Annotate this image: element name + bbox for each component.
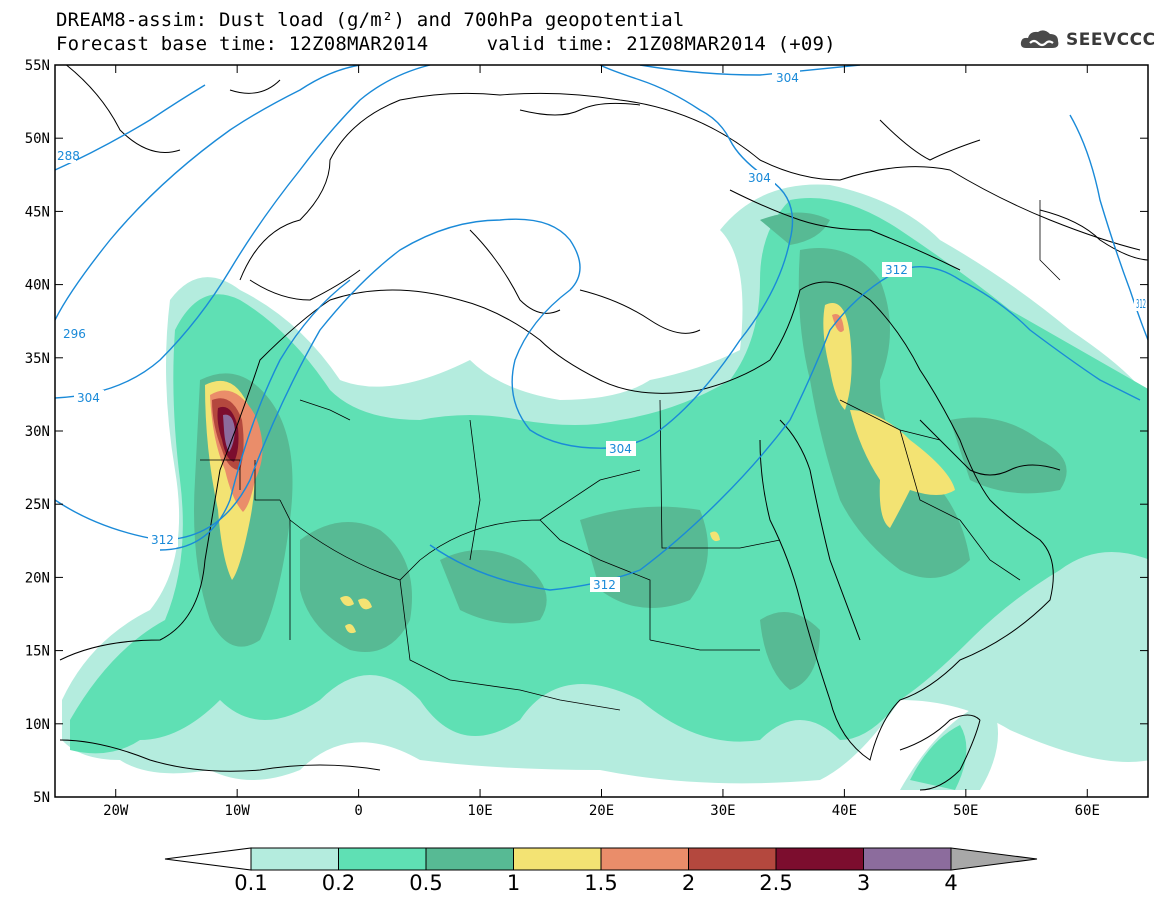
lat-tick-label: 30N — [25, 424, 50, 440]
lon-tick-label: 10E — [467, 803, 492, 819]
colorbar-box — [863, 847, 952, 871]
lon-tick-label: 50E — [953, 803, 978, 819]
contour-label: 304 — [74, 390, 104, 405]
logo-text: SEEVCCC — [1066, 30, 1156, 50]
contour-label: 312 — [590, 577, 620, 592]
longitude-axis: 20W 10W 0 10E 20E 30E 40E 50E 60E — [103, 65, 1100, 819]
lat-tick-label: 45N — [25, 204, 50, 220]
colorbar-label: 4 — [944, 871, 957, 895]
svg-text:304: 304 — [748, 171, 771, 185]
svg-text:312: 312 — [1136, 297, 1146, 311]
geopotential-contours — [55, 65, 1148, 591]
dust-shading — [62, 184, 1148, 790]
lon-tick-label: 20W — [103, 803, 129, 819]
contour-label: 288 — [56, 148, 80, 163]
colorbar-box — [688, 847, 777, 871]
lat-tick-label: 25N — [25, 497, 50, 513]
colorbar: 0.1 0.2 0.5 1 1.5 2 2.5 3 4 — [164, 847, 1038, 895]
lat-tick-label: 15N — [25, 644, 50, 660]
colorbar-box — [425, 847, 514, 871]
lat-tick-label: 20N — [25, 570, 50, 586]
contour-label: 304 — [772, 70, 800, 85]
contour-labels: 304 288 296 304 312 304 312 304 — [56, 70, 1148, 592]
contour-label: 304 — [745, 170, 775, 185]
svg-text:296: 296 — [63, 327, 86, 341]
forecast-time-line: Forecast base time: 12Z08MAR2014 valid t… — [56, 33, 836, 55]
lon-tick-label: 20E — [589, 803, 614, 819]
lat-tick-label: 10N — [25, 717, 50, 733]
colorbar-under-triangle — [164, 847, 252, 871]
colorbar-label: 3 — [857, 871, 870, 895]
lat-tick-label: 40N — [25, 278, 50, 294]
lon-tick-label: 60E — [1075, 803, 1100, 819]
svg-text:304: 304 — [77, 391, 100, 405]
svg-text:312: 312 — [151, 533, 174, 547]
cloud-icon — [1020, 30, 1059, 48]
svg-text:312: 312 — [885, 263, 908, 277]
colorbar-label: 2.5 — [759, 871, 792, 895]
lat-tick-label: 50N — [25, 131, 50, 147]
contour-label: 312 — [882, 262, 912, 277]
contour-label: 296 — [60, 326, 90, 341]
colorbar-box — [600, 847, 689, 871]
svg-text:304: 304 — [776, 71, 799, 85]
lon-tick-label: 30E — [710, 803, 735, 819]
lat-tick-label: 55N — [25, 58, 50, 74]
contour-label: 304 — [606, 441, 636, 456]
map-title: DREAM8-assim: Dust load (g/m²) and 700hP… — [56, 9, 685, 31]
colorbar-box — [513, 847, 602, 871]
colorbar-box — [250, 847, 339, 871]
lat-tick-label: 5N — [33, 790, 50, 806]
colorbar-box — [338, 847, 427, 871]
svg-text:304: 304 — [609, 442, 632, 456]
colorbar-label: 2 — [682, 871, 695, 895]
colorbar-box — [775, 847, 864, 871]
coastlines — [59, 65, 1148, 791]
colorbar-label: 0.5 — [409, 871, 442, 895]
colorbar-label: 0.1 — [234, 871, 267, 895]
svg-text:288: 288 — [57, 149, 80, 163]
colorbar-label: 1 — [507, 871, 520, 895]
colorbar-over-triangle — [950, 847, 1038, 871]
latitude-axis: 5N 10N 15N 20N 25N 30N 35N 40N 45N 50N 55N — [25, 58, 1148, 806]
contour-label: 312 — [148, 532, 178, 547]
svg-text:312: 312 — [593, 578, 616, 592]
lon-tick-label: 0 — [354, 803, 362, 819]
contour-label: 312 — [1134, 296, 1148, 311]
lon-tick-label: 40E — [832, 803, 857, 819]
colorbar-label: 1.5 — [584, 871, 617, 895]
lon-tick-label: 10W — [225, 803, 251, 819]
colorbar-label: 0.2 — [322, 871, 355, 895]
lat-tick-label: 35N — [25, 351, 50, 367]
